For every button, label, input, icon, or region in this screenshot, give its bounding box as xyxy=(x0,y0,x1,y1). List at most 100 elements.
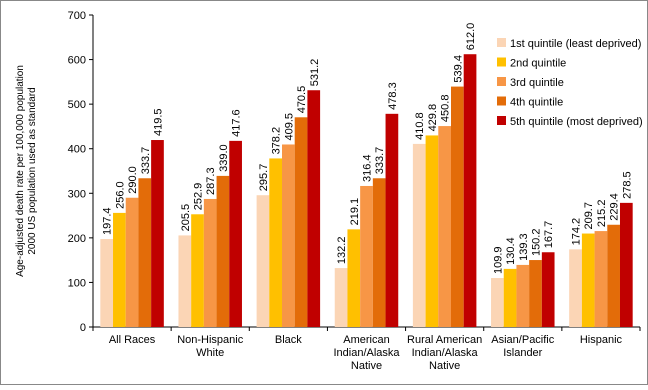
bar xyxy=(451,87,464,327)
data-label: 229.4 xyxy=(609,193,621,221)
bar xyxy=(217,176,230,327)
data-label: 252.9 xyxy=(193,183,205,211)
data-label: 139.3 xyxy=(518,233,530,261)
bar xyxy=(113,213,126,327)
bar xyxy=(307,90,320,327)
bar xyxy=(491,278,504,327)
data-label: 316.4 xyxy=(362,154,374,182)
y-tick-label: 0 xyxy=(80,322,86,334)
bar xyxy=(360,186,373,327)
data-label: 410.8 xyxy=(414,112,426,140)
data-label: 470.5 xyxy=(296,86,308,114)
data-label: 256.0 xyxy=(114,181,126,209)
x-category-label: Indian/Alaska xyxy=(412,347,479,359)
data-label: 333.7 xyxy=(140,147,152,175)
data-label: 429.8 xyxy=(427,104,439,132)
bar xyxy=(582,234,595,327)
bar xyxy=(335,268,348,327)
data-label: 215.2 xyxy=(596,200,608,228)
data-label: 130.4 xyxy=(505,237,517,265)
x-category-label: White xyxy=(196,347,224,359)
data-label: 167.7 xyxy=(543,221,555,249)
x-category-label: Indian/Alaska xyxy=(333,347,400,359)
y-axis-title-line2: 2000 US population used as standard xyxy=(27,87,38,254)
data-label: 109.9 xyxy=(492,246,504,274)
data-label: 612.0 xyxy=(465,23,477,51)
x-category-label: Asian/Pacific xyxy=(491,334,554,346)
bar xyxy=(426,135,439,327)
bar xyxy=(504,269,517,327)
x-category-label: Islander xyxy=(503,347,542,359)
legend-label: 3rd quintile xyxy=(510,77,564,89)
data-label: 450.8 xyxy=(440,95,452,123)
x-category-label: Native xyxy=(351,360,382,372)
x-category-label: Hispanic xyxy=(580,334,623,346)
bar xyxy=(257,195,270,327)
data-label: 132.2 xyxy=(336,237,348,265)
bar xyxy=(269,158,282,327)
y-tick-label: 500 xyxy=(68,99,86,111)
bar xyxy=(413,144,426,327)
x-category-label: Non-Hispanic xyxy=(177,334,244,346)
bar xyxy=(386,114,399,327)
legend-label: 1st quintile (least deprived) xyxy=(510,38,641,50)
y-tick-label: 600 xyxy=(68,55,86,67)
data-label: 531.2 xyxy=(309,59,321,87)
y-tick-label: 200 xyxy=(68,233,86,245)
bar xyxy=(126,198,139,327)
bar xyxy=(191,214,204,327)
x-category-label: Native xyxy=(429,360,460,372)
y-tick-label: 400 xyxy=(68,144,86,156)
bar xyxy=(620,203,633,327)
bar xyxy=(204,199,217,327)
data-label: 205.5 xyxy=(180,204,192,232)
bar xyxy=(438,126,451,327)
data-label: 478.3 xyxy=(387,82,399,110)
data-label: 197.4 xyxy=(102,207,114,235)
bar xyxy=(229,141,242,327)
bar xyxy=(282,144,295,327)
bar xyxy=(529,260,542,327)
data-label: 333.7 xyxy=(374,147,386,175)
x-category-label: American xyxy=(343,334,389,346)
bar xyxy=(464,54,477,327)
bar xyxy=(516,265,529,327)
data-label: 290.0 xyxy=(127,166,139,194)
legend-label: 2nd quintile xyxy=(510,58,566,70)
y-tick-label: 100 xyxy=(68,277,86,289)
y-tick-label: 700 xyxy=(68,10,86,22)
y-axis-title-line1: Age-adjusted death rate per 100,000 popu… xyxy=(15,65,26,277)
legend-label: 5th quintile (most deprived) xyxy=(510,116,643,128)
bar xyxy=(373,178,386,327)
data-label: 209.7 xyxy=(583,202,595,230)
data-label: 417.6 xyxy=(231,109,243,137)
data-label: 287.3 xyxy=(205,167,217,195)
bar xyxy=(347,229,360,327)
x-category-label: Black xyxy=(275,334,302,346)
bar xyxy=(542,252,555,327)
bar xyxy=(100,239,113,327)
data-label: 339.0 xyxy=(218,144,230,172)
data-label: 219.1 xyxy=(349,198,361,226)
y-tick-label: 300 xyxy=(68,188,86,200)
data-label: 409.5 xyxy=(283,113,295,141)
legend-swatch xyxy=(497,58,506,67)
legend-label: 4th quintile xyxy=(510,97,563,109)
data-label: 150.2 xyxy=(530,229,542,257)
data-label: 278.5 xyxy=(621,171,633,199)
legend-swatch xyxy=(497,38,506,47)
x-category-label: Rural American xyxy=(407,334,482,346)
legend-swatch xyxy=(497,116,506,125)
bar xyxy=(178,235,191,327)
bar xyxy=(595,231,608,327)
data-label: 378.2 xyxy=(271,127,283,155)
data-label: 295.7 xyxy=(258,164,270,192)
data-label: 539.4 xyxy=(452,55,464,83)
legend-swatch xyxy=(497,97,506,106)
bar xyxy=(138,178,151,327)
bar xyxy=(607,225,620,327)
legend-swatch xyxy=(497,77,506,86)
data-label: 419.5 xyxy=(152,108,164,136)
